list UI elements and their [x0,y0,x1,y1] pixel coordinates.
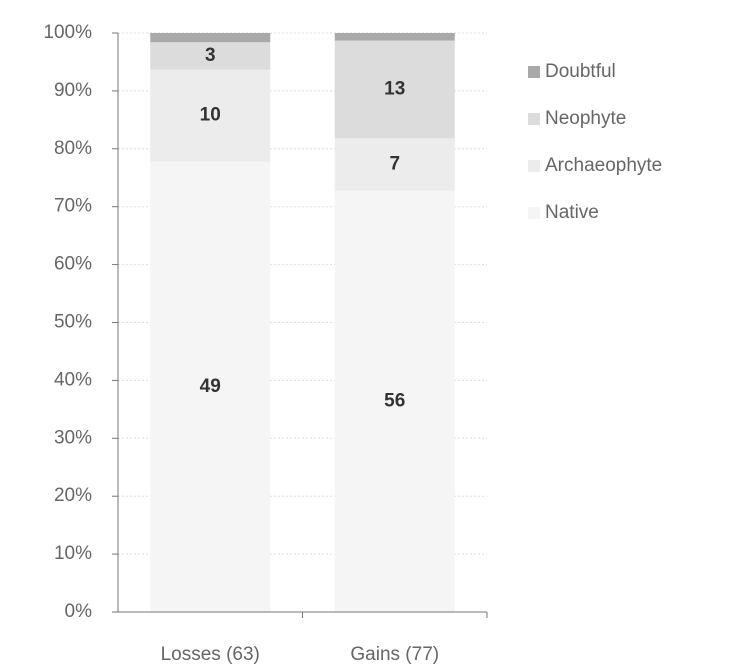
y-tick-label: 100% [43,22,92,43]
data-label: 3 [205,45,216,66]
legend-swatch [528,66,540,78]
legend-label: Neophyte [545,108,626,129]
legend-label: Archaeophyte [545,155,662,176]
data-label: 49 [200,376,221,397]
bar-segment [150,161,271,612]
legend-swatch [528,160,540,172]
legend-swatch [528,113,540,125]
bar-segment [334,190,455,612]
y-tick-label: 20% [54,485,92,506]
legend-label: Doubtful [545,61,616,82]
y-tick-label: 0% [65,601,93,622]
bar-segment [334,40,455,139]
bar-segment [334,138,455,191]
bar-segment [150,42,271,70]
y-tick-label: 30% [54,427,92,448]
x-tick-label: Losses (63) [161,644,260,665]
legend-label: Native [545,202,599,223]
y-tick-label: 90% [54,80,92,101]
y-tick-label: 60% [54,254,92,275]
y-tick-label: 70% [54,196,92,217]
legend-swatch [528,207,540,219]
data-label: 7 [389,154,400,175]
y-tick-label: 40% [54,369,92,390]
data-label: 56 [384,390,405,411]
y-tick-label: 10% [54,543,92,564]
data-label: 10 [200,105,221,126]
x-tick-label: Gains (77) [350,644,439,665]
y-tick-label: 80% [54,138,92,159]
y-tick-label: 50% [54,312,92,333]
bar-segment [334,33,455,41]
data-label: 13 [384,78,405,99]
bar-segment [150,33,271,43]
bar-segment [150,69,271,162]
